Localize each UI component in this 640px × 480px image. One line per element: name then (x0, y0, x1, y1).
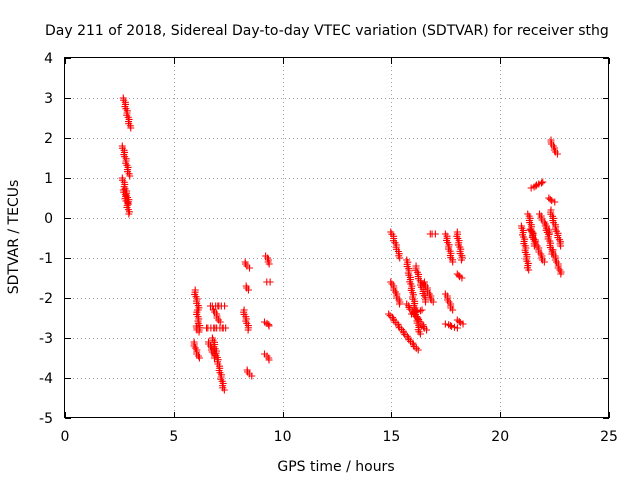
y-tick-label: -2 (39, 291, 53, 307)
grid-lines (65, 58, 609, 418)
x-tick-label: 25 (600, 429, 618, 445)
data-point (458, 274, 466, 282)
data-point (548, 197, 556, 205)
data-point (400, 329, 408, 337)
x-tick-label: 0 (61, 429, 70, 445)
data-point (127, 124, 135, 132)
y-axis-label: SDTVAR / TECUs (6, 180, 22, 295)
data-point (450, 323, 458, 331)
y-tick-labels: -5 -4 -3 -2 -1 0 1 2 3 4 (39, 51, 53, 427)
data-point (429, 298, 437, 306)
y-tick-label: -4 (39, 371, 53, 387)
data-point (416, 307, 424, 315)
data-point (446, 322, 454, 330)
data-point (266, 278, 274, 286)
data-point (126, 172, 134, 180)
x-tick-label: 15 (382, 429, 400, 445)
data-point (405, 303, 413, 311)
data-point (418, 306, 426, 314)
data-point (538, 179, 546, 187)
data-point (457, 256, 465, 264)
data-point (459, 320, 467, 328)
data-point (396, 254, 404, 262)
data-point (248, 372, 256, 380)
x-tick-labels: 0 5 10 15 20 25 (61, 429, 618, 445)
y-tick-label: -5 (39, 411, 53, 427)
data-point (195, 354, 203, 362)
data-point (221, 302, 229, 310)
data-point (405, 336, 413, 344)
data-point (548, 250, 556, 258)
data-point (423, 326, 431, 334)
x-axis-label: GPS time / hours (277, 459, 394, 475)
data-point (395, 300, 403, 308)
data-point (540, 258, 548, 266)
data-point (244, 286, 252, 294)
data-point (389, 313, 397, 321)
data-point (455, 317, 463, 325)
data-point (222, 324, 230, 332)
data-point (527, 184, 535, 192)
data-point (385, 310, 393, 318)
data-point (445, 321, 453, 329)
data-point (265, 356, 273, 364)
x-tick-label: 20 (491, 429, 509, 445)
data-point (195, 328, 203, 336)
data-point (410, 310, 418, 318)
plot-frame (64, 57, 609, 418)
data-point (414, 346, 422, 354)
data-point (557, 242, 565, 250)
y-tick-label: -3 (39, 331, 53, 347)
data-point (265, 322, 273, 330)
data-point (539, 178, 547, 186)
data-point (431, 230, 439, 238)
data-point (557, 270, 565, 278)
y-tick-label: 2 (44, 131, 53, 147)
data-point (525, 266, 533, 274)
data-point (414, 314, 422, 322)
data-point (419, 323, 427, 331)
data-point (216, 318, 224, 326)
data-point (422, 298, 430, 306)
data-point (244, 326, 252, 334)
data-point (449, 258, 457, 266)
data-point (245, 264, 253, 272)
data-point (453, 324, 461, 332)
y-tick-label: 1 (44, 171, 53, 187)
x-tick-label: 5 (169, 429, 178, 445)
y-tick-label: -1 (39, 251, 53, 267)
data-point (210, 354, 218, 362)
data-point (220, 386, 228, 394)
y-tick-label: 3 (44, 91, 53, 107)
data-point (553, 150, 561, 158)
axis-ticks (65, 58, 610, 419)
data-point (409, 339, 417, 347)
y-tick-label: 4 (44, 51, 53, 67)
data-point (449, 306, 457, 314)
data-point (551, 198, 559, 206)
y-tick-label: 0 (44, 211, 53, 227)
data-point (441, 320, 449, 328)
data-point (395, 322, 403, 330)
data-point (408, 307, 416, 315)
data-point (125, 210, 133, 218)
data-point (546, 195, 554, 203)
data-point (265, 260, 273, 268)
data-points (118, 94, 565, 394)
chart-title: Day 211 of 2018, Sidereal Day-to-day VTE… (45, 23, 609, 39)
data-point (416, 330, 424, 338)
data-point (403, 332, 411, 340)
x-tick-label: 10 (274, 429, 292, 445)
